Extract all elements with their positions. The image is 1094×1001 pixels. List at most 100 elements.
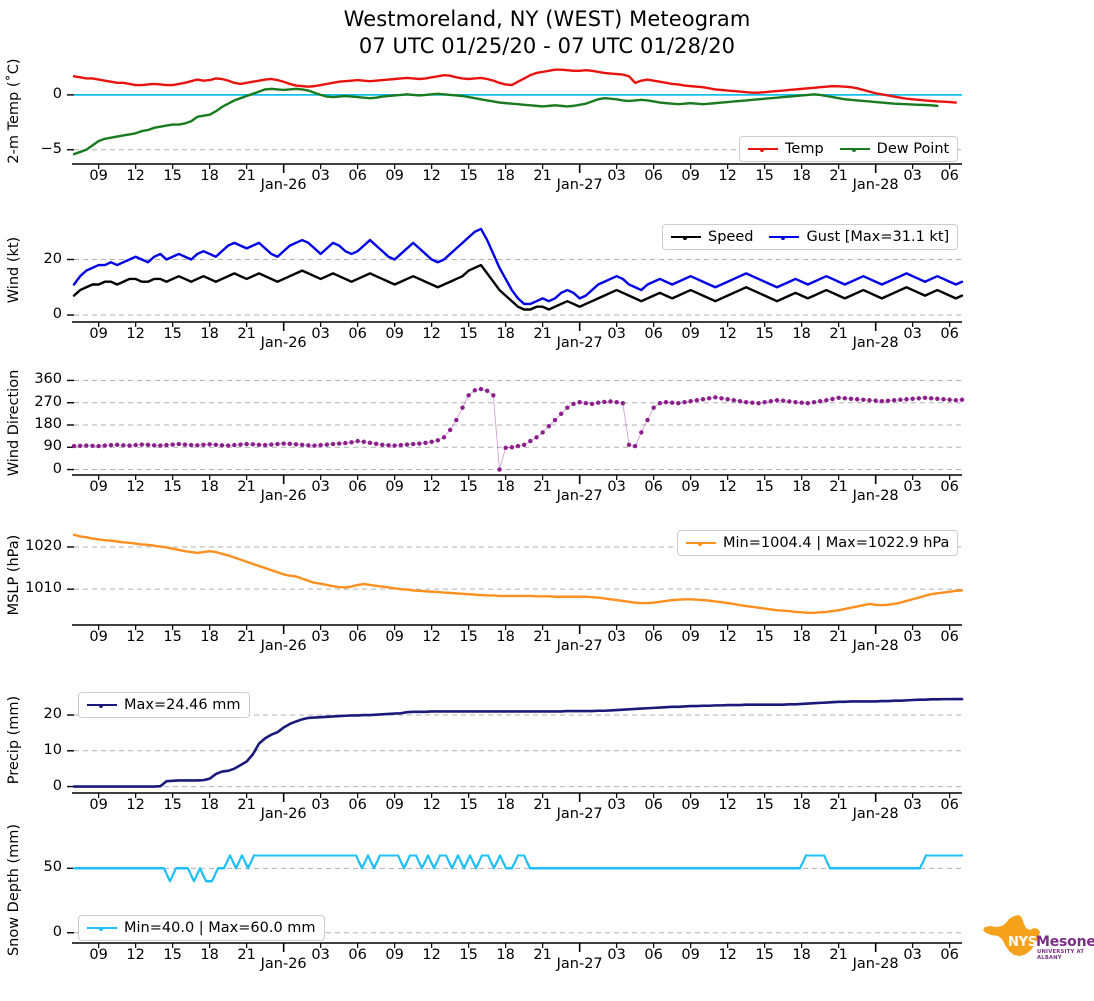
data-point [639,430,644,435]
x-tick-label: 12 [422,168,441,184]
x-tick-label: 03 [311,168,330,184]
y-tick-label: 0 [52,85,62,102]
x-tick-label: 15 [755,797,774,813]
y-tick-label: 1020 [25,537,62,554]
x-tick-label: 21 [829,326,848,342]
x-tick-label: 06 [940,797,959,813]
x-tick-label: 18 [496,947,515,963]
x-tick-label: 06 [940,168,959,184]
data-point [645,417,650,423]
x-tick-label: Jan-26 [260,956,307,972]
legend-precip[interactable]: Max=24.46 mm [78,692,250,718]
data-point [873,398,878,403]
y-axis-label-snow_depth: Snow Depth (mm) [6,823,22,956]
x-tick-label: 18 [200,947,219,963]
data-point [959,397,965,402]
data-point [879,399,885,404]
data-point [676,401,681,406]
data-point [84,443,89,448]
data-point [497,467,502,472]
data-point [861,397,866,402]
y-tick-label: 20 [43,250,62,267]
data-point [188,442,194,448]
x-tick-label: 21 [237,479,256,495]
x-tick-label: 12 [126,168,145,184]
legend-snow_depth[interactable]: Min=40.0 | Max=60.0 mm [78,915,325,941]
data-point [737,399,743,404]
x-tick-label: 09 [385,326,404,342]
y-tick-label: −5 [40,140,62,157]
legend-wind[interactable]: Speed Gust [Max=31.1 kt] [662,224,959,250]
x-tick-label: 21 [533,629,552,645]
x-tick-label: 15 [459,168,478,184]
data-point [694,398,700,403]
y-tick-label: 180 [34,416,62,432]
x-tick-label: Jan-26 [260,488,307,504]
data-point [824,398,829,403]
data-point [589,401,595,407]
x-tick-label: 15 [163,479,182,495]
x-tick-label: 06 [644,168,663,184]
data-point [577,400,582,405]
data-point [367,440,373,446]
x-tick-label: 09 [89,629,108,645]
legend-label: Gust [Max=31.1 kt] [806,229,950,245]
legend-temperature[interactable]: Temp Dew Point [739,136,959,162]
data-point [941,397,946,402]
x-tick-label: Jan-26 [260,638,307,654]
data-point [805,401,811,406]
x-tick-label: 06 [940,326,959,342]
x-tick-label: 21 [533,797,552,813]
x-tick-label: 06 [644,479,663,495]
x-tick-label: 09 [89,797,108,813]
legend-entry: Max=24.46 mm [87,697,241,713]
data-point [77,443,83,448]
x-tick-label: 21 [237,947,256,963]
data-point [836,395,841,400]
x-tick-label: 15 [459,797,478,813]
data-point [916,396,922,401]
series-line-min-40-0-max-60-0-mm [72,854,964,883]
x-tick-label: 03 [607,797,626,813]
x-tick-label: 21 [829,947,848,963]
logo-university-text: UNIVERSITY AT ALBANY [1037,949,1085,961]
x-tick-label: 09 [385,479,404,495]
x-tick-label: Jan-27 [556,638,603,654]
legend-mslp[interactable]: Min=1004.4 | Max=1022.9 hPa [677,530,959,556]
x-tick-label: Jan-27 [556,806,603,822]
data-point [571,401,576,407]
data-point [139,442,145,447]
data-point [935,396,940,401]
x-tick-label: 15 [459,947,478,963]
x-tick-label: 21 [533,947,552,963]
x-tick-label: 03 [607,947,626,963]
x-tick-label: 06 [940,629,959,645]
x-tick-label: 03 [311,326,330,342]
x-tick-label: 06 [644,326,663,342]
legend-swatch-icon [748,147,778,152]
data-point [151,443,157,448]
data-point [133,442,138,448]
data-point [293,442,299,447]
series-line-max-24-46-mm [72,697,964,788]
data-point [947,397,952,402]
x-tick-label: 21 [533,479,552,495]
x-tick-label: 09 [385,797,404,813]
data-point [121,443,126,448]
x-tick-label: 21 [533,326,552,342]
data-point [386,443,391,448]
data-point [491,393,496,398]
x-tick-label: 09 [681,168,700,184]
data-point [515,443,521,449]
x-tick-label: 15 [459,479,478,495]
data-point [373,441,379,447]
legend-label: Min=1004.4 | Max=1022.9 hPa [723,535,950,551]
x-tick-label: 21 [533,168,552,184]
